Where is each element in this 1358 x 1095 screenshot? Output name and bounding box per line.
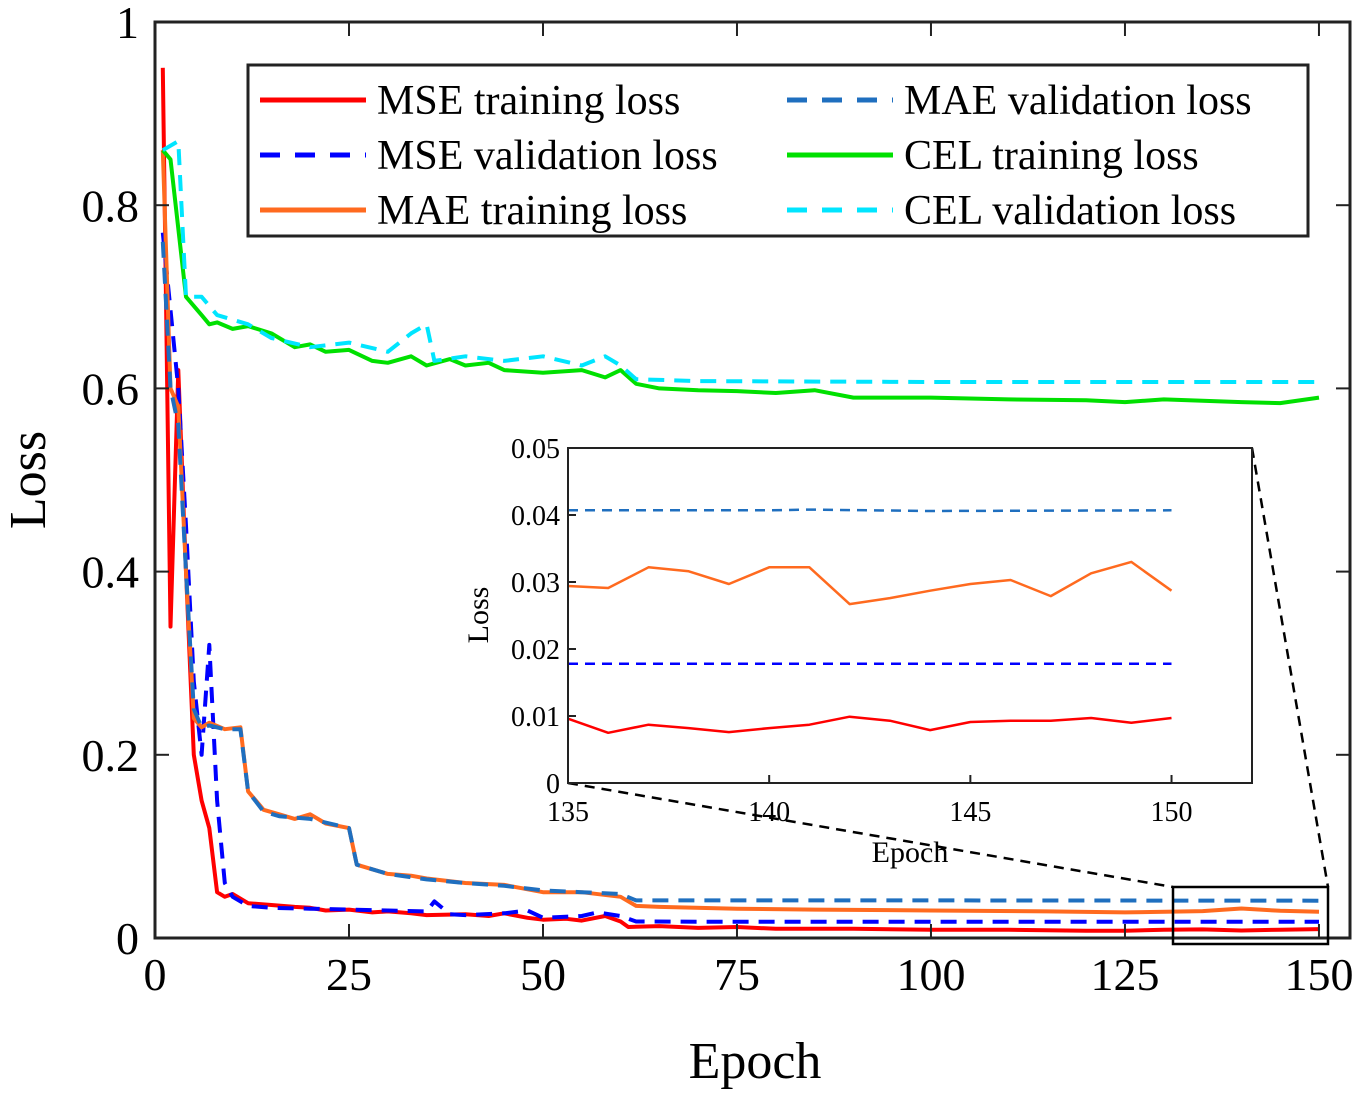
x-tick-label: 25 [326, 949, 372, 1000]
legend-label: CEL training loss [904, 133, 1199, 179]
x-tick-label: 135 [547, 797, 589, 828]
x-tick-label: 145 [949, 797, 991, 828]
x-tick-label: 150 [1284, 949, 1353, 1000]
legend: MSE training loss MSE validation loss MAE … [246, 63, 1310, 238]
main-axes-frame [153, 20, 1352, 940]
zoom-region-box [1171, 885, 1330, 946]
y-tick-label: 0.8 [82, 180, 140, 231]
y-tick-label: 0.6 [82, 364, 140, 415]
series-0-line [568, 508, 1172, 513]
x-tick-label: 125 [1090, 949, 1159, 1000]
y-tick-label: 0.2 [82, 730, 140, 781]
x-tick-label: 50 [520, 949, 566, 1000]
series-3-line [567, 715, 1172, 735]
inset-background [568, 448, 1252, 783]
y-tick-label: 0.05 [511, 434, 560, 465]
y-tick-label: 0.4 [82, 547, 140, 598]
legend-label: MSE training loss [377, 78, 680, 124]
main-plot-lines [160, 67, 1320, 933]
legend-label: MSE validation loss [377, 133, 718, 179]
mse-training-loss-line [160, 67, 1320, 933]
mae-training-loss-line [160, 150, 1320, 915]
mae-validation-loss-line [160, 241, 1320, 903]
x-tick-label: 100 [896, 949, 965, 1000]
inset-ticks: 135 140 145 150 0 0.01 0.02 0.03 0.04 0.05 [511, 434, 1193, 828]
y-tick-label: 0 [116, 913, 139, 964]
inset-x-axis-label: Epoch [872, 836, 949, 869]
cel-training-loss-line [161, 148, 1320, 406]
y-tick-label: 0.03 [511, 568, 560, 599]
main-ticks: 0 25 50 75 100 125 150 0 0.2 0.4 0.6 0.8 1 [82, 0, 1354, 1000]
inset-axes-frame [567, 447, 1253, 784]
y-tick-label: 1 [116, 0, 139, 48]
y-tick-label: 0.04 [511, 501, 560, 532]
cel-validation-loss-line [161, 139, 1319, 384]
x-axis-label: Epoch [689, 1033, 822, 1090]
y-tick-label: 0.02 [511, 635, 560, 666]
zoom-connector-right [1250, 447, 1330, 888]
mse-validation-loss-line [160, 232, 1319, 924]
y-axis-label: Loss [0, 431, 57, 529]
y-tick-label: 0 [546, 769, 560, 800]
legend-label: CEL validation loss [904, 188, 1236, 234]
x-tick-label: 75 [714, 949, 760, 1000]
y-tick-label: 0.01 [511, 702, 560, 733]
x-tick-label: 0 [144, 949, 167, 1000]
inset-plot-lines [567, 508, 1173, 735]
legend-label: MAE training loss [377, 188, 687, 234]
x-tick-label: 150 [1151, 797, 1193, 828]
x-tick-label: 140 [748, 797, 790, 828]
zoom-connector-left [567, 781, 1174, 889]
inset-y-axis-label: Loss [462, 587, 495, 644]
legend-label: MAE validation loss [904, 78, 1252, 124]
series-1-line [567, 560, 1173, 606]
